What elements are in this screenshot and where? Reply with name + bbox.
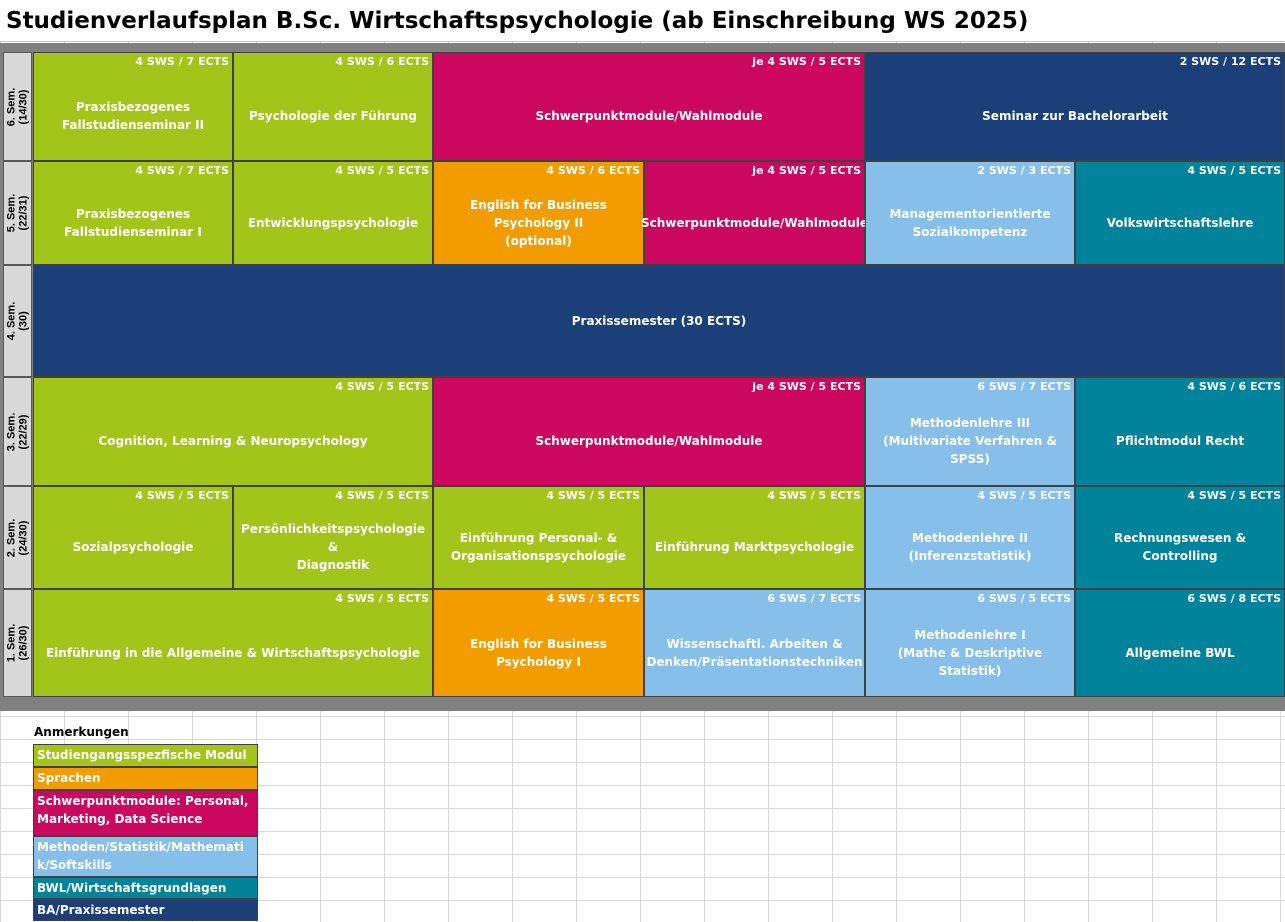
legend-title: Anmerkungen bbox=[34, 725, 129, 739]
semester-label-text: 4. Sem. (30) bbox=[5, 301, 30, 341]
semester-label: 2. Sem. (24/30) bbox=[3, 486, 32, 589]
semester-label: 4. Sem. (30) bbox=[3, 265, 32, 377]
semester-label: 1. Sem. (26/30) bbox=[3, 589, 32, 697]
module-name: Rechnungswesen & Controlling bbox=[1113, 531, 1247, 563]
module-name: Schwerpunktmodule/Wahlmodule bbox=[535, 109, 763, 123]
module-credits: 4 SWS / 5 ECTS bbox=[1187, 489, 1281, 502]
module-name: English for Business Psychology I bbox=[470, 636, 607, 669]
semester-label-text: 3. Sem. (22/29) bbox=[5, 412, 30, 451]
module-name: Praxisbezogenes Fallstudienseminar II bbox=[61, 100, 205, 132]
module-name: Schwerpunktmodule/Wahlmodule bbox=[640, 215, 869, 230]
module-cell[interactable]: 4 SWS / 5 ECTS Einführung Marktpsychologi… bbox=[644, 486, 865, 589]
legend-item-sprachen: Sprachen bbox=[33, 767, 258, 790]
module-credits: 4 SWS / 6 ECTS bbox=[1187, 380, 1281, 393]
module-cell[interactable]: 4 SWS / 5 ECTS Sozialpsychologie bbox=[33, 486, 233, 589]
module-credits: je 4 SWS / 5 ECTS bbox=[752, 55, 861, 68]
module-credits: 4 SWS / 5 ECTS bbox=[335, 164, 429, 177]
module-cell[interactable]: 4 SWS / 5 ECTS Methodenlehre II (Inferenz… bbox=[865, 486, 1075, 589]
module-cell[interactable]: 6 SWS / 7 ECTS Wissenschaftl. Arbeiten & … bbox=[644, 589, 865, 697]
semester-label-text: 1. Sem. (26/30) bbox=[5, 623, 30, 663]
module-credits: 4 SWS / 5 ECTS bbox=[335, 380, 429, 393]
module-name: Praxissemester (30 ECTS) bbox=[571, 314, 747, 328]
module-cell[interactable]: 6 SWS / 8 ECTS Allgemeine BWL bbox=[1075, 589, 1285, 697]
module-cell[interactable]: 4 SWS / 5 ECTS Entwicklungspsychologie bbox=[233, 161, 433, 265]
module-credits: 4 SWS / 7 ECTS bbox=[135, 164, 229, 177]
module-credits: 4 SWS / 5 ECTS bbox=[135, 489, 229, 502]
module-name: Persönlichkeitspsychologie & Diagnostik bbox=[240, 522, 426, 572]
module-credits: je 4 SWS / 5 ECTS bbox=[752, 164, 861, 177]
module-credits: 4 SWS / 5 ECTS bbox=[546, 592, 640, 605]
module-credits: 6 SWS / 5 ECTS bbox=[977, 592, 1071, 605]
module-name: Methodenlehre I (Mathe & Deskriptive Sta… bbox=[897, 627, 1043, 678]
module-name: Seminar zur Bachelorarbeit bbox=[982, 109, 1168, 123]
module-cell[interactable]: 4 SWS / 6 ECTS Psychologie der Führung bbox=[233, 52, 433, 161]
module-credits: 6 SWS / 7 ECTS bbox=[767, 592, 861, 605]
module-name: Allgemeine BWL bbox=[1125, 645, 1235, 660]
module-name: Einführung Personal- & Organisationspsyc… bbox=[450, 531, 627, 563]
module-cell[interactable]: 6 SWS / 5 ECTS Methodenlehre I (Mathe & D… bbox=[865, 589, 1075, 697]
module-cell[interactable]: 4 SWS / 7 ECTS Praxisbezogenes Fallstudie… bbox=[33, 161, 233, 265]
module-cell[interactable]: je 4 SWS / 5 ECTS Schwerpunktmodule/Wahlm… bbox=[640, 161, 869, 265]
module-credits: 4 SWS / 7 ECTS bbox=[135, 55, 229, 68]
module-name: Cognition, Learning & Neuropsychology bbox=[98, 434, 368, 448]
module-credits: 4 SWS / 6 ECTS bbox=[546, 164, 640, 177]
legend-item-methoden: Methoden/Statistik/Mathematik/Softskills bbox=[33, 836, 258, 877]
legend-item-ba-praxis: BA/Praxissemester bbox=[33, 899, 258, 921]
module-cell[interactable]: 2 SWS / 3 ECTS Managementorientierte Sozi… bbox=[865, 161, 1075, 265]
module-name: Methodenlehre III (Multivariate Verfahre… bbox=[883, 416, 1057, 466]
module-name: Wissenschaftl. Arbeiten & Denken/Präsent… bbox=[646, 636, 863, 669]
module-name: Einführung Marktpsychologie bbox=[654, 540, 855, 554]
module-name: Psychologie der Führung bbox=[249, 109, 417, 123]
module-name: Methodenlehre II (Inferenzstatistik) bbox=[908, 531, 1032, 563]
module-cell[interactable]: 4 SWS / 5 ECTS Volkswirtschaftslehre bbox=[1075, 161, 1285, 265]
module-credits: 4 SWS / 5 ECTS bbox=[335, 592, 429, 605]
module-cell[interactable]: 4 SWS / 6 ECTS Pflichtmodul Recht bbox=[1075, 377, 1285, 486]
semester-label-text: 2. Sem. (24/30) bbox=[5, 518, 30, 557]
semester-label: 5. Sem. (22/31) bbox=[3, 161, 32, 265]
module-cell[interactable]: je 4 SWS / 5 ECTS Schwerpunktmodule/Wahlm… bbox=[433, 377, 865, 486]
module-cell[interactable]: 2 SWS / 12 ECTS Seminar zur Bachelorarbei… bbox=[865, 52, 1285, 161]
module-credits: 6 SWS / 8 ECTS bbox=[1187, 592, 1281, 605]
module-name: Einführung in die Allgemeine & Wirtschaf… bbox=[46, 645, 420, 660]
module-cell[interactable]: 4 SWS / 6 ECTS English for Business Psych… bbox=[433, 161, 644, 265]
module-cell[interactable]: Praxissemester (30 ECTS) bbox=[33, 265, 1285, 377]
module-cell[interactable]: 4 SWS / 5 ECTS Rechnungswesen & Controlli… bbox=[1075, 486, 1285, 589]
module-credits: 2 SWS / 12 ECTS bbox=[1179, 55, 1281, 68]
module-name: Entwicklungspsychologie bbox=[247, 215, 419, 230]
module-cell[interactable]: 6 SWS / 7 ECTS Methodenlehre III (Multiva… bbox=[865, 377, 1075, 486]
semester-label: 6. Sem. (14/30) bbox=[3, 52, 32, 161]
module-cell[interactable]: 4 SWS / 5 ECTS Cognition, Learning & Neur… bbox=[33, 377, 433, 486]
module-name: Sozialpsychologie bbox=[72, 540, 194, 554]
semester-label-text: 5. Sem. (22/31) bbox=[5, 193, 30, 233]
module-cell[interactable]: 4 SWS / 5 ECTS Persönlichkeitspsychologie… bbox=[233, 486, 433, 589]
module-cell[interactable]: 4 SWS / 5 ECTS English for Business Psych… bbox=[433, 589, 644, 697]
semester-label: 3. Sem. (22/29) bbox=[3, 377, 32, 486]
module-credits: 4 SWS / 5 ECTS bbox=[1187, 164, 1281, 177]
module-cell[interactable]: 4 SWS / 7 ECTS Praxisbezogenes Fallstudie… bbox=[33, 52, 233, 161]
module-credits: 4 SWS / 5 ECTS bbox=[335, 489, 429, 502]
legend-item-studiengang: Studiengangsspezfische Module bbox=[33, 744, 258, 780]
module-name: Schwerpunktmodule/Wahlmodule bbox=[535, 434, 763, 448]
module-credits: 4 SWS / 6 ECTS bbox=[335, 55, 429, 68]
module-name: Managementorientierte Sozialkompetenz bbox=[889, 206, 1051, 239]
module-cell[interactable]: je 4 SWS / 5 ECTS Schwerpunktmodule/Wahlm… bbox=[433, 52, 865, 161]
module-cell[interactable]: 4 SWS / 5 ECTS Einführung in die Allgemei… bbox=[33, 589, 433, 697]
module-name: Volkswirtschaftslehre bbox=[1106, 215, 1254, 230]
module-credits: 4 SWS / 5 ECTS bbox=[546, 489, 640, 502]
module-credits: 2 SWS / 3 ECTS bbox=[977, 164, 1071, 177]
module-name: Praxisbezogenes Fallstudienseminar I bbox=[64, 206, 202, 239]
module-credits: 4 SWS / 5 ECTS bbox=[767, 489, 861, 502]
legend-item-schwerpunkt: Schwerpunktmodule: Personal, Marketing, … bbox=[33, 790, 258, 836]
module-credits: je 4 SWS / 5 ECTS bbox=[752, 380, 861, 393]
module-credits: 6 SWS / 7 ECTS bbox=[977, 380, 1071, 393]
semester-label-text: 6. Sem. (14/30) bbox=[5, 87, 30, 126]
module-credits: 4 SWS / 5 ECTS bbox=[977, 489, 1071, 502]
legend-item-bwl: BWL/Wirtschaftsgrundlagen bbox=[33, 877, 258, 899]
module-name: Pflichtmodul Recht bbox=[1115, 434, 1245, 448]
module-name: English for Business Psychology II (opti… bbox=[470, 197, 607, 248]
page-title: Studienverlaufsplan B.Sc. Wirtschaftspsy… bbox=[0, 0, 1285, 42]
module-cell[interactable]: 4 SWS / 5 ECTS Einführung Personal- & Org… bbox=[433, 486, 644, 589]
